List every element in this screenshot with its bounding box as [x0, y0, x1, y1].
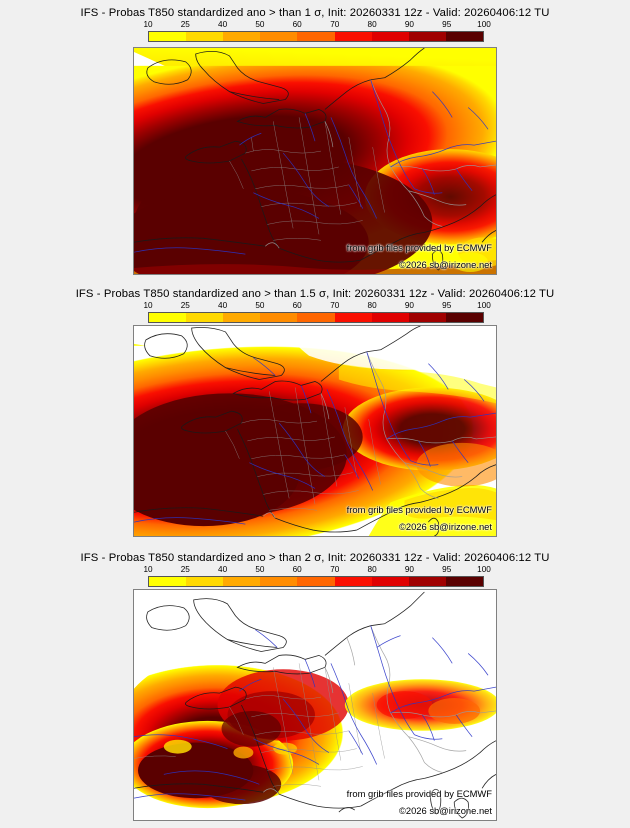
- colorbar-band: [149, 577, 187, 586]
- colorbar-bands: [148, 576, 484, 587]
- colorbar-band: [371, 32, 409, 41]
- colorbar-band: [149, 313, 187, 322]
- colorbar-tick: 95: [442, 301, 452, 310]
- colorbar-band: [297, 32, 335, 41]
- colorbar-tick: 60: [292, 20, 302, 29]
- colorbar-tick: 80: [367, 20, 377, 29]
- colorbar-band: [297, 313, 335, 322]
- colorbar-tick: 50: [255, 565, 265, 574]
- colorbar-band: [186, 32, 224, 41]
- colorbar-tick: 95: [442, 20, 452, 29]
- colorbar-band: [260, 32, 298, 41]
- colorbar-tick: 10: [143, 20, 153, 29]
- colorbar-tick: 100: [477, 565, 491, 574]
- colorbar-band: [260, 577, 298, 586]
- colorbar-tick: 70: [330, 301, 340, 310]
- colorbar-tick: 25: [180, 20, 190, 29]
- colorbar-tick: 10: [143, 565, 153, 574]
- forecast-panel-sigma-2: IFS - Probas T850 standardized ano > tha…: [0, 545, 630, 828]
- colorbar-band: [223, 313, 261, 322]
- colorbar-tick: 70: [330, 20, 340, 29]
- data-source-credit: from grib files provided by ECMWF: [346, 504, 492, 515]
- copyright-credit: ©2026 sb@irizone.net: [398, 805, 492, 816]
- copyright-credit: ©2026 sb@irizone.net: [398, 259, 492, 270]
- colorbar-tick: 95: [442, 565, 452, 574]
- colorbar-band: [334, 313, 372, 322]
- colorbar-band: [445, 313, 483, 322]
- colorbar-tick: 40: [218, 301, 228, 310]
- colorbar-tick: 50: [255, 301, 265, 310]
- colorbar-band: [408, 313, 446, 322]
- colorbar-band: [371, 313, 409, 322]
- colorbar: 10 25 40 50 60 70 80 90 95 100: [143, 301, 491, 323]
- colorbar-ticks: 10 25 40 50 60 70 80 90 95 100: [143, 301, 490, 312]
- colorbar-tick: 100: [477, 20, 491, 29]
- copyright-credit: ©2026 sb@irizone.net: [398, 521, 492, 532]
- colorbar-band: [334, 32, 372, 41]
- colorbar-tick: 60: [292, 565, 302, 574]
- colorbar-tick: 25: [180, 301, 190, 310]
- colorbar-band: [408, 577, 446, 586]
- colorbar-tick: 50: [255, 20, 265, 29]
- forecast-panel-sigma-1p5: IFS - Probas T850 standardized ano > tha…: [0, 281, 630, 545]
- panel-title: IFS - Probas T850 standardized ano > tha…: [80, 7, 550, 19]
- probability-map-sigma-2: from grib files provided by ECMWF ©2026 …: [133, 589, 497, 821]
- colorbar-ticks: 10 25 40 50 60 70 80 90 95 100: [143, 20, 490, 31]
- data-source-credit: from grib files provided by ECMWF: [346, 242, 492, 253]
- colorbar: 10 25 40 50 60 70 80 90 95 100: [143, 565, 491, 587]
- colorbar-band: [149, 32, 187, 41]
- colorbar-tick: 90: [404, 301, 414, 310]
- colorbar-band: [371, 577, 409, 586]
- colorbar-band: [445, 577, 483, 586]
- colorbar-tick: 70: [330, 565, 340, 574]
- colorbar-tick: 60: [292, 301, 302, 310]
- probability-map-sigma-1p5: from grib files provided by ECMWF ©2026 …: [133, 325, 497, 537]
- colorbar-tick: 40: [218, 20, 228, 29]
- colorbar-ticks: 10 25 40 50 60 70 80 90 95 100: [143, 565, 490, 576]
- forecast-panel-sigma-1: IFS - Probas T850 standardized ano > tha…: [0, 0, 630, 281]
- colorbar-tick: 10: [143, 301, 153, 310]
- colorbar-band: [186, 313, 224, 322]
- probability-map-sigma-1: from grib files provided by ECMWF ©2026 …: [133, 47, 497, 275]
- colorbar-tick: 80: [367, 565, 377, 574]
- colorbar-tick: 100: [477, 301, 491, 310]
- colorbar-band: [445, 32, 483, 41]
- colorbar-band: [186, 577, 224, 586]
- colorbar: 10 25 40 50 60 70 80 90 95 100: [143, 20, 491, 42]
- colorbar-band: [408, 32, 446, 41]
- colorbar-tick: 80: [367, 301, 377, 310]
- panel-title: IFS - Probas T850 standardized ano > tha…: [75, 288, 555, 300]
- colorbar-bands: [148, 312, 484, 323]
- colorbar-band: [334, 577, 372, 586]
- colorbar-tick: 40: [218, 565, 228, 574]
- colorbar-bands: [148, 31, 484, 42]
- colorbar-band: [223, 577, 261, 586]
- colorbar-tick: 90: [404, 20, 414, 29]
- colorbar-tick: 25: [180, 565, 190, 574]
- colorbar-band: [260, 313, 298, 322]
- colorbar-tick: 90: [404, 565, 414, 574]
- data-source-credit: from grib files provided by ECMWF: [346, 788, 492, 799]
- panel-title: IFS - Probas T850 standardized ano > tha…: [80, 552, 550, 564]
- colorbar-band: [223, 32, 261, 41]
- colorbar-band: [297, 577, 335, 586]
